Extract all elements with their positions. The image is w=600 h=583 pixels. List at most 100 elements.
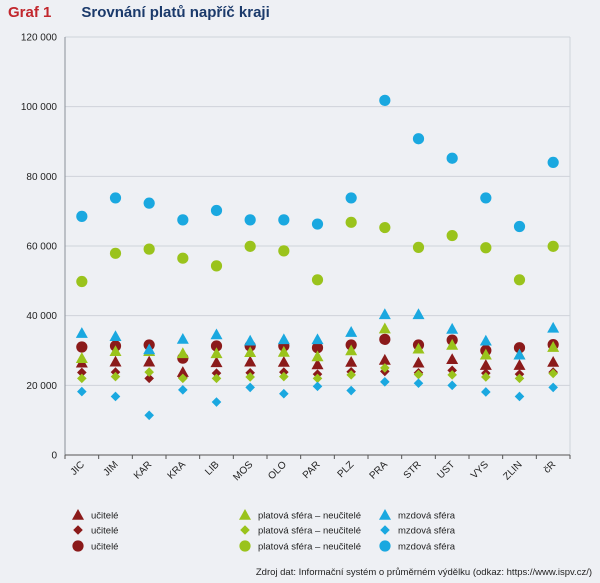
data-point [379,94,391,106]
legend-marker [73,525,83,535]
data-point [311,358,324,370]
figure-number: Graf 1 [8,4,52,21]
data-point [77,373,87,384]
data-point [244,214,256,226]
data-point [178,373,188,384]
data-point [378,353,391,365]
data-point [412,241,425,253]
data-point [311,274,324,286]
legend-label: učitelé [91,542,118,553]
data-point [244,355,257,367]
source-note: Zdroj dat: Informační systém o průměrném… [255,567,592,578]
data-point [245,372,255,382]
data-point [176,347,189,359]
data-point [278,214,290,226]
data-point [211,397,222,407]
data-point [76,210,88,222]
data-point [109,192,122,204]
data-point [279,371,289,382]
data-point [346,385,356,396]
data-point [110,371,121,382]
data-point [547,240,559,252]
data-point [312,381,323,392]
data-point [109,330,122,342]
data-point [311,350,324,362]
x-tick-label: UST [435,459,457,481]
x-tick-label: KAR [132,459,154,481]
data-point [480,242,492,254]
data-point [412,356,425,368]
y-tick-label: 80 000 [26,172,57,183]
x-tick-label: PAR [301,459,323,481]
data-point [311,342,324,354]
legend-marker [72,509,84,520]
legend-label: mzdová sféra [398,542,456,553]
data-point [378,322,391,334]
data-point [447,380,457,391]
data-point [447,370,457,380]
data-point [446,353,459,365]
y-tick-label: 0 [51,451,57,462]
data-point [278,245,290,257]
data-point [210,356,223,368]
y-tick-label: 20 000 [26,381,57,392]
data-point [144,410,154,421]
data-point [412,133,425,145]
data-point [143,197,155,209]
data-point [210,204,223,217]
data-point [109,247,122,259]
data-point [412,308,425,320]
data-point [479,334,492,346]
data-point [76,341,88,353]
x-tick-label: KRA [166,459,189,482]
data-point [514,373,525,384]
data-point [378,308,391,320]
data-point [75,352,88,363]
data-point [547,321,560,333]
data-point [143,355,156,367]
data-point [176,366,189,377]
data-point [413,378,424,389]
data-point [277,345,290,357]
data-point [446,152,458,164]
data-point [244,240,256,252]
data-point [76,275,88,288]
data-point [446,229,458,242]
data-point [345,355,358,367]
data-point [277,333,290,345]
data-point [412,342,425,354]
chart-title: Srovnání platů napříč kraji [81,4,270,21]
data-point [548,382,558,393]
y-tick-label: 100 000 [21,102,58,113]
data-point [514,391,525,402]
data-point [244,334,257,346]
data-point [211,368,222,378]
data-point [144,367,154,377]
y-tick-label: 60 000 [26,242,57,253]
data-point [143,343,156,355]
data-point [513,342,526,354]
data-point [513,220,526,233]
legend-marker [239,509,251,520]
data-point [177,214,189,226]
x-tick-label: LIB [203,459,222,478]
data-point [77,367,87,378]
data-point [176,333,189,344]
data-point [346,370,356,380]
x-tick-label: JIM [101,459,120,478]
x-tick-label: PRA [368,459,391,482]
legend-marker [239,540,251,552]
data-point [312,373,323,384]
data-point [110,391,121,402]
data-point [311,218,324,230]
data-point [481,372,491,382]
data-point [210,328,223,340]
data-point [210,347,223,359]
chart-header: Graf 1 Srovnání platů napříč kraji [8,4,270,28]
data-point [144,373,154,384]
x-tick-label: VYS [469,459,491,481]
legend-label: učitelé [91,511,118,522]
legend-label: platová sféra – neučitelé [258,542,361,553]
data-point [547,355,560,367]
